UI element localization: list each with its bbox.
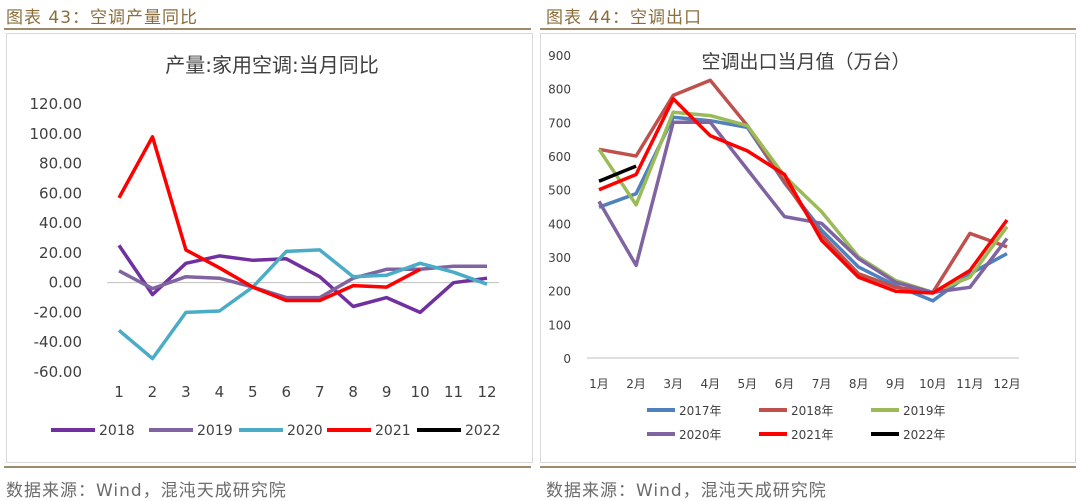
y-tick-label-right: 500 (548, 184, 571, 198)
chart-title-left: 产量:家用空调:当月同比 (165, 53, 378, 77)
caption-rule-right (540, 28, 1076, 30)
y-tick-label-left: 20.00 (39, 244, 82, 262)
data-source-left: 数据来源：Wind，混沌天成研究院 (6, 481, 287, 501)
x-tick-label-right: 6月 (775, 377, 795, 391)
x-tick-label-left: 10 (411, 383, 430, 401)
x-tick-label-left: 5 (248, 383, 258, 401)
y-tick-label-left: 0.00 (49, 274, 82, 292)
legend-label-right: 2018年 (791, 404, 834, 418)
y-tick-label-right: 900 (548, 49, 571, 63)
series-line-right-2019年 (597, 110, 1009, 295)
y-tick-label-left: 80.00 (39, 155, 82, 173)
x-tick-label-left: 9 (382, 383, 392, 401)
series-line-left-2021 (117, 135, 421, 303)
y-tick-label-right: 800 (548, 83, 571, 97)
x-tick-label-left: 12 (477, 383, 496, 401)
legend-label-left: 2021 (375, 423, 411, 439)
y-tick-label-right: 300 (548, 251, 571, 265)
legend-label-right: 2021年 (791, 428, 834, 442)
x-tick-label-left: 2 (148, 383, 158, 401)
x-tick-label-left: 6 (281, 383, 291, 401)
x-tick-label-left: 7 (315, 383, 325, 401)
chart-title-right: 空调出口当月值（万台） (701, 51, 910, 73)
line-chart-right: 空调出口当月值（万台） 900 800 700 600 500 400 300 200 100 0 1… (548, 49, 1021, 442)
source-rule-right (540, 466, 1076, 468)
left-panel: 图表 43：空调产量同比 产量:家用空调:当月同比 120.00 100.00 80.… (0, 0, 535, 501)
series-line-right-2021年 (598, 97, 1009, 295)
y-tick-label-right: 0 (563, 352, 571, 366)
legend-label-left: 2022 (465, 423, 501, 439)
y-tick-label-left: -60.00 (34, 363, 82, 381)
series-line-left-2018 (117, 244, 488, 315)
x-tick-label-left: 4 (215, 383, 225, 401)
x-tick-label-left: 3 (181, 383, 191, 401)
legend-label-right: 2017年 (679, 404, 722, 418)
x-tick-label-right: 3月 (663, 377, 683, 391)
x-tick-label-right: 5月 (738, 377, 758, 391)
y-tick-label-left: -20.00 (34, 303, 82, 321)
x-tick-label-right: 9月 (886, 377, 906, 391)
y-tick-label-left: -40.00 (34, 333, 82, 351)
legend-label-left: 2020 (287, 423, 323, 439)
chart-caption-right: 图表 44：空调出口 (546, 8, 703, 28)
legend-label-right: 2020年 (679, 428, 722, 442)
x-tick-label-left: 1 (114, 383, 124, 401)
x-tick-label-right: 7月 (812, 377, 832, 391)
source-rule-left (4, 466, 531, 468)
x-tick-label-right: 2月 (626, 377, 646, 391)
y-tick-label-left: 120.00 (30, 95, 83, 113)
chart-frame-right: 空调出口当月值（万台） 900 800 700 600 500 400 300 200 100 0 1… (540, 33, 1076, 463)
y-tick-label-left: 60.00 (39, 184, 82, 202)
x-tick-label-right: 1月 (589, 377, 609, 391)
right-panel: 图表 44：空调出口 空调出口当月值（万台） 900 800 700 600 500 400… (540, 0, 1080, 501)
y-tick-label-right: 700 (548, 116, 571, 130)
x-tick-label-right: 4月 (700, 377, 720, 391)
series-line-right-2018年 (598, 78, 1008, 295)
y-tick-label-right: 100 (548, 318, 571, 332)
y-tick-label-left: 100.00 (30, 125, 83, 143)
series-line-right-2020年 (597, 120, 1009, 295)
legend-label-right: 2022年 (903, 428, 946, 442)
line-chart-left: 产量:家用空调:当月同比120.00100.0080.0060.0040.002… (30, 53, 501, 439)
y-tick-label-right: 400 (548, 217, 571, 231)
x-tick-label-left: 8 (348, 383, 358, 401)
x-tick-label-right: 11月 (956, 377, 983, 391)
legend-label-right: 2019年 (903, 404, 946, 418)
series-line-right-2022年 (598, 164, 637, 183)
y-tick-label-right: 200 (548, 285, 571, 299)
x-tick-label-left: 11 (444, 383, 463, 401)
data-source-right: 数据来源：Wind，混沌天成研究院 (546, 481, 827, 501)
caption-rule-left (4, 28, 531, 30)
x-tick-label-right: 10月 (919, 377, 946, 391)
series-line-left-2019 (118, 264, 487, 300)
legend-label-left: 2018 (99, 423, 135, 439)
chart-caption-left: 图表 43：空调产量同比 (6, 8, 199, 28)
chart-frame-left: 产量:家用空调:当月同比 120.00 100.00 80.00 60.00 40.00 2… (6, 33, 533, 463)
x-tick-label-right: 8月 (849, 377, 869, 391)
legend-label-left: 2019 (197, 423, 233, 439)
y-tick-label-left: 40.00 (39, 214, 82, 232)
y-tick-label-right: 600 (548, 150, 571, 164)
x-tick-label-right: 12月 (993, 377, 1020, 391)
series-line-left-2020 (117, 248, 488, 361)
